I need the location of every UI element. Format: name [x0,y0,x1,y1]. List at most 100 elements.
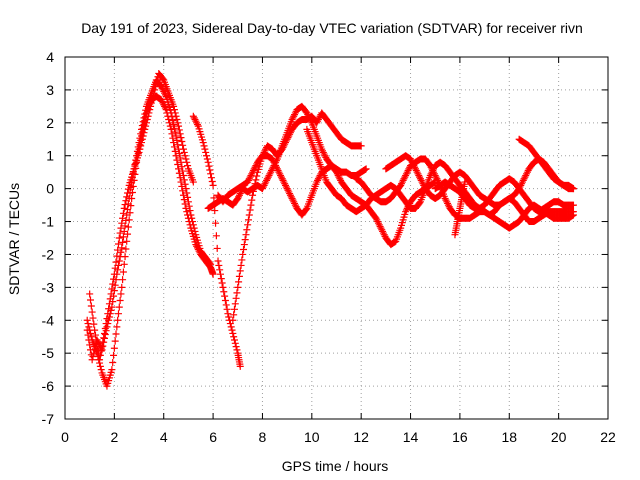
data-point [159,75,167,83]
data-point [111,264,119,272]
data-point [180,176,188,184]
data-point [147,99,155,107]
data-point [105,300,113,308]
data-point [174,119,182,127]
y-tick-label: 0 [46,181,54,197]
grid-lines [65,57,608,419]
data-point [104,310,112,318]
data-point [443,198,451,206]
data-point [226,320,234,328]
data-point [184,193,192,201]
data-point [318,145,326,153]
data-point [151,86,159,94]
data-point [431,171,439,179]
data-point [178,163,186,171]
series-track-3 [86,69,197,364]
data-point [244,216,252,224]
series-track-13 [451,178,469,239]
data-point [520,175,528,183]
data-point [140,114,148,122]
data-point [96,362,104,370]
data-point [115,303,123,311]
data-point [291,201,299,209]
data-point [119,276,127,284]
data-point [287,193,295,201]
data-point [180,148,188,156]
data-point [314,176,322,184]
data-point [100,334,108,342]
data-point [123,237,131,245]
data-point [236,267,244,275]
data-point [120,227,128,235]
data-point [263,176,271,184]
data-point [110,344,118,352]
data-point [121,201,129,209]
data-point [188,214,196,222]
data-point [402,208,410,216]
y-tick-label: -1 [42,214,55,230]
data-point [221,292,229,300]
data-point [114,246,122,254]
data-point [189,218,197,226]
y-tick-label: -5 [42,345,55,361]
x-tick-label: 22 [600,429,616,445]
data-point [109,359,117,367]
data-point [172,132,180,140]
x-tick-label: 8 [259,429,267,445]
data-point [91,331,99,339]
data-point [145,109,153,117]
data-point [240,241,248,249]
data-point [87,302,95,310]
y-tick-label: 1 [46,148,54,164]
data-point [432,173,440,181]
data-point [135,148,143,156]
data-point [235,272,243,280]
data-point [181,180,189,188]
data-point [119,214,127,222]
data-point [319,147,327,155]
data-point [265,171,273,179]
data-point [106,295,114,303]
data-point [319,148,327,156]
data-point [207,170,215,178]
data-point [244,178,252,186]
data-point [85,336,93,344]
data-point [137,142,145,150]
data-point [334,171,342,179]
data-point [268,167,276,175]
data-point [119,268,127,276]
data-point [372,214,380,222]
data-point [159,86,167,94]
data-point [183,189,191,197]
data-point [428,165,436,173]
data-point [272,162,280,170]
data-point [89,352,97,360]
data-point [420,181,428,189]
data-point [417,176,425,184]
data-point [335,173,343,181]
series-track-6 [214,152,439,249]
data-point [237,261,245,269]
data-point [261,180,269,188]
data-point [271,160,279,168]
data-point [211,207,219,215]
data-point [230,311,238,319]
y-tick-label: -3 [42,279,55,295]
data-point [232,343,240,351]
data-point [249,167,257,175]
data-point [183,158,191,166]
data-point [416,175,424,183]
data-point [252,162,260,170]
data-point [277,173,285,181]
data-point [259,183,267,191]
data-point [412,167,420,175]
data-point [285,132,293,140]
data-point [235,278,243,286]
data-point [115,257,123,265]
y-tick-label: -2 [42,246,55,262]
data-point [215,261,223,269]
data-point [521,173,529,181]
data-point [234,195,242,203]
data-point [314,117,322,125]
